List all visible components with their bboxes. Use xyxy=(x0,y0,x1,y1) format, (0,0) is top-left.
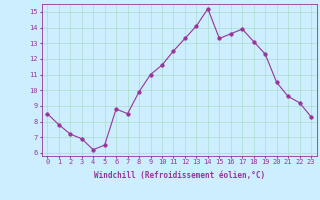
X-axis label: Windchill (Refroidissement éolien,°C): Windchill (Refroidissement éolien,°C) xyxy=(94,171,265,180)
